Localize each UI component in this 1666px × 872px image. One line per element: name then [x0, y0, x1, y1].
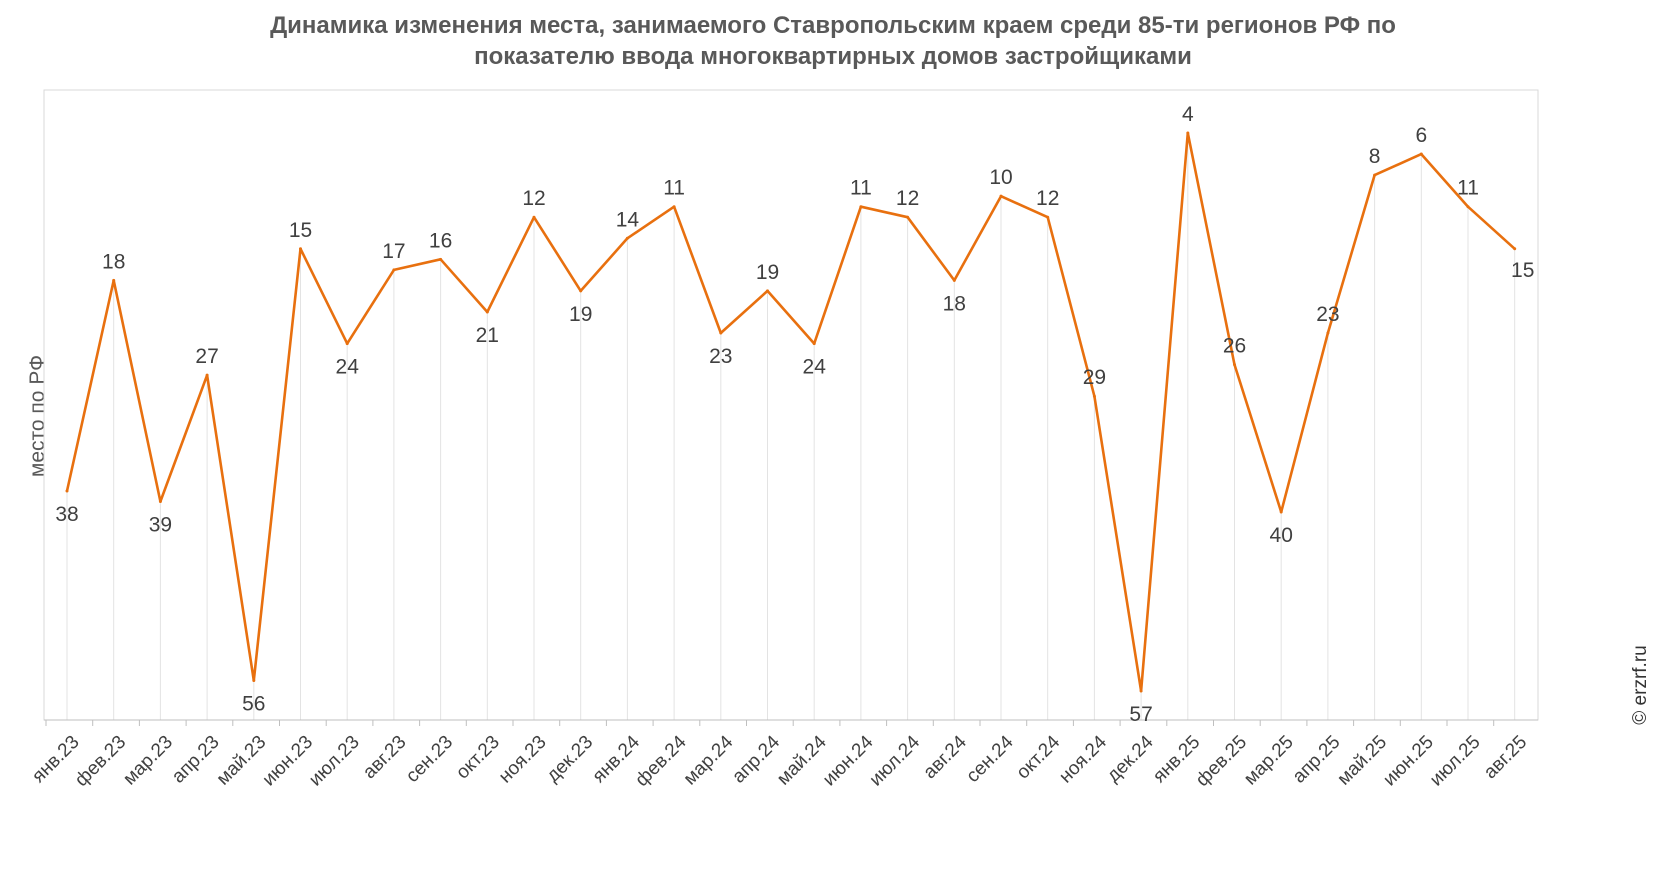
- data-point-15: [719, 331, 723, 335]
- x-tick-label-24: дек.24: [1103, 731, 1158, 786]
- x-tick-label-31: июл.25: [1426, 732, 1485, 791]
- chart-title-line-1: Динамика изменения места, занимаемого Ст…: [270, 12, 1396, 39]
- data-label-11: 12: [522, 187, 545, 210]
- data-point-19: [906, 215, 910, 219]
- x-tick-label-4: апр.23: [168, 732, 224, 788]
- data-point-4: [205, 373, 209, 377]
- data-label-16: 19: [756, 261, 779, 284]
- plot-area: [43, 89, 1539, 721]
- data-point-25: [1186, 131, 1190, 135]
- data-label-31: 11: [1457, 177, 1479, 200]
- data-label-17: 24: [803, 356, 827, 379]
- data-label-3: 39: [149, 513, 172, 536]
- data-point-21: [999, 194, 1003, 198]
- data-label-8: 17: [382, 240, 405, 263]
- x-tick-label-12: дек.23: [543, 732, 598, 787]
- x-tick-label-19: июл.24: [866, 731, 925, 790]
- data-point-20: [952, 278, 956, 282]
- chart-title-line-2: показателю ввода многоквартирных домов з…: [474, 43, 1192, 70]
- data-point-29: [1373, 173, 1377, 177]
- data-point-28: [1326, 331, 1330, 335]
- x-tick-label-20: авг.24: [919, 731, 971, 783]
- x-tick-label-17: май.24: [773, 731, 831, 789]
- x-tick-label-32: авг.25: [1480, 732, 1531, 783]
- data-label-26: 26: [1223, 335, 1246, 358]
- x-tick-label-23: ноя.24: [1055, 731, 1111, 787]
- x-tick-label-16: апр.24: [728, 731, 784, 787]
- x-tick-label-9: сен.23: [402, 732, 457, 787]
- data-point-16: [766, 289, 769, 293]
- data-label-20: 18: [943, 292, 966, 315]
- x-tick-label-22: окт.24: [1013, 731, 1065, 783]
- data-label-19: 12: [896, 187, 919, 210]
- data-point-32: [1513, 247, 1517, 251]
- data-point-30: [1419, 152, 1423, 156]
- x-tick-label-11: ноя.23: [495, 732, 551, 788]
- data-point-11: [532, 215, 536, 219]
- data-label-25: 4: [1182, 103, 1194, 126]
- data-point-31: [1466, 205, 1470, 209]
- data-label-12: 19: [569, 303, 592, 326]
- data-label-18: 11: [850, 177, 872, 200]
- data-label-21: 10: [989, 166, 1012, 189]
- data-label-23: 29: [1083, 366, 1106, 389]
- x-tick-label-14: фев.24: [631, 731, 690, 790]
- data-point-3: [158, 499, 162, 503]
- data-label-30: 6: [1415, 124, 1427, 147]
- series-line: [65, 131, 1516, 693]
- data-point-23: [1092, 394, 1096, 398]
- x-tick-label-15: мар.24: [680, 731, 738, 789]
- data-point-6: [299, 247, 302, 251]
- x-tick-label-6: июн.23: [259, 732, 318, 791]
- data-label-4: 27: [195, 345, 218, 368]
- data-label-27: 40: [1270, 524, 1293, 547]
- x-tick-label-30: июн.25: [1379, 732, 1438, 791]
- data-label-9: 16: [429, 229, 452, 252]
- data-point-12: [579, 289, 583, 293]
- x-tick-label-8: авг.23: [359, 732, 410, 783]
- data-label-22: 12: [1036, 187, 1059, 210]
- x-tick-label-18: июн.24: [819, 731, 878, 790]
- x-tick-label-29: май.25: [1333, 732, 1391, 790]
- x-tick-label-26: фев.25: [1192, 732, 1251, 791]
- data-point-18: [859, 205, 863, 209]
- data-point-13: [625, 236, 629, 240]
- x-tick-label-28: апр.25: [1289, 732, 1345, 788]
- data-point-10: [485, 310, 489, 314]
- data-label-7: 24: [336, 356, 360, 379]
- x-tick-label-7: июл.23: [305, 732, 364, 791]
- data-label-24: 57: [1129, 703, 1152, 726]
- data-label-2: 18: [102, 250, 125, 273]
- data-label-14: 11: [663, 177, 685, 200]
- x-tick-label-10: окт.23: [452, 732, 504, 784]
- data-label-32: 15: [1511, 259, 1534, 282]
- data-point-1: [65, 489, 69, 493]
- x-tick-label-2: фев.23: [71, 732, 130, 791]
- x-tick-label-3: мар.23: [119, 732, 177, 790]
- data-label-29: 8: [1369, 145, 1381, 168]
- data-label-1: 38: [55, 503, 78, 526]
- x-tick-label-21: сен.24: [962, 731, 1017, 786]
- x-tick-label-27: мар.25: [1240, 732, 1298, 790]
- data-point-24: [1139, 689, 1143, 693]
- data-point-8: [392, 268, 396, 272]
- data-point-9: [439, 257, 443, 261]
- data-point-14: [672, 205, 676, 209]
- chart-title: Динамика изменения места, занимаемого Ст…: [0, 10, 1666, 72]
- data-point-2: [112, 278, 116, 282]
- x-tick-label-5: май.23: [213, 732, 271, 790]
- data-label-6: 15: [289, 219, 312, 242]
- data-point-26: [1233, 363, 1236, 367]
- data-label-28: 23: [1316, 303, 1339, 326]
- data-label-15: 23: [709, 345, 732, 368]
- data-label-5: 56: [242, 692, 265, 715]
- data-label-13: 14: [616, 208, 640, 231]
- data-point-22: [1046, 215, 1050, 219]
- data-point-7: [345, 342, 349, 346]
- data-point-27: [1279, 510, 1283, 514]
- data-point-17: [812, 342, 816, 346]
- data-point-5: [252, 678, 256, 682]
- data-label-10: 21: [476, 324, 499, 347]
